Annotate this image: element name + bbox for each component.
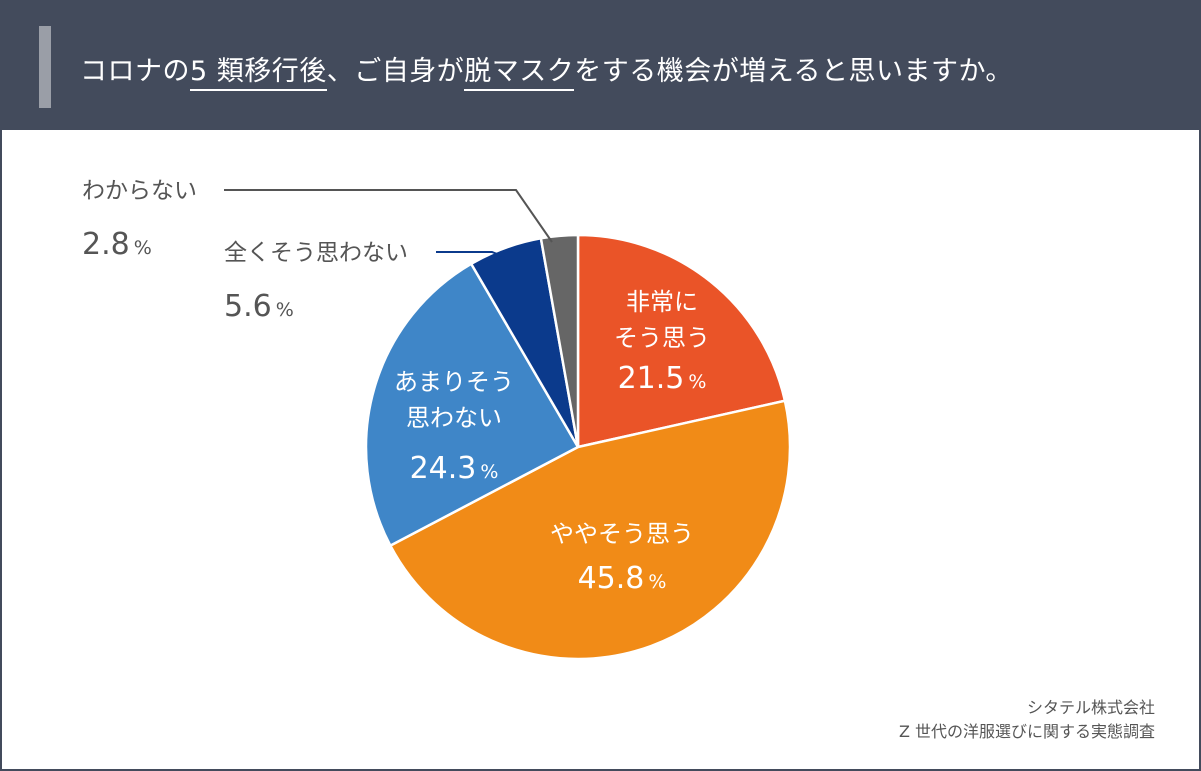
slice-value-3: 24.3% <box>410 451 499 486</box>
slice-label-3-line-1: あまりそう <box>394 368 514 396</box>
leader-line-4 <box>436 251 503 257</box>
title-part-1: コロナの <box>80 56 190 87</box>
slice-label-2-line-1: ややそう思う <box>550 520 694 548</box>
title-part-2: 5 類移行後 <box>190 56 327 91</box>
source-survey: Z 世代の洋服選びに関する実態調査 <box>898 722 1155 741</box>
slice-value-5: 2.8% <box>82 227 152 262</box>
chart-title: コロナの5 類移行後、ご自身が脱マスクをする機会が増えると思いますか。 <box>80 52 1013 92</box>
slice-value-1: 21.5% <box>618 361 707 396</box>
pie-slice-3 <box>364 262 580 548</box>
leader-line-5 <box>224 189 553 243</box>
source-note: シタテル株式会社 Z 世代の洋服選びに関する実態調査 <box>899 696 1155 744</box>
slice-label-5-line-1: わからない <box>82 178 197 204</box>
title-part-3: 、ご自身が <box>326 56 465 87</box>
header-accent-bar <box>39 26 51 108</box>
header: コロナの5 類移行後、ご自身が脱マスクをする機会が増えると思いますか。 <box>2 2 1199 130</box>
title-part-4: 脱マスク <box>464 56 575 91</box>
title-part-5: をする機会が増えると思いますか。 <box>574 56 1013 87</box>
pie-slice-2 <box>388 399 792 661</box>
source-company: シタテル株式会社 <box>1026 698 1155 717</box>
slice-value-2: 45.8% <box>578 561 667 596</box>
slice-value-4: 5.6% <box>224 289 294 324</box>
slice-label-1-line-2: そう思う <box>614 324 710 352</box>
slice-label-3-line-2: 思わない <box>406 404 502 432</box>
slice-label-1-line-1: 非常に <box>626 288 698 316</box>
pie-slice-5 <box>539 233 580 448</box>
slice-label-4-line-1: 全くそう思わない <box>224 240 408 266</box>
pie-slice-1 <box>576 233 787 449</box>
